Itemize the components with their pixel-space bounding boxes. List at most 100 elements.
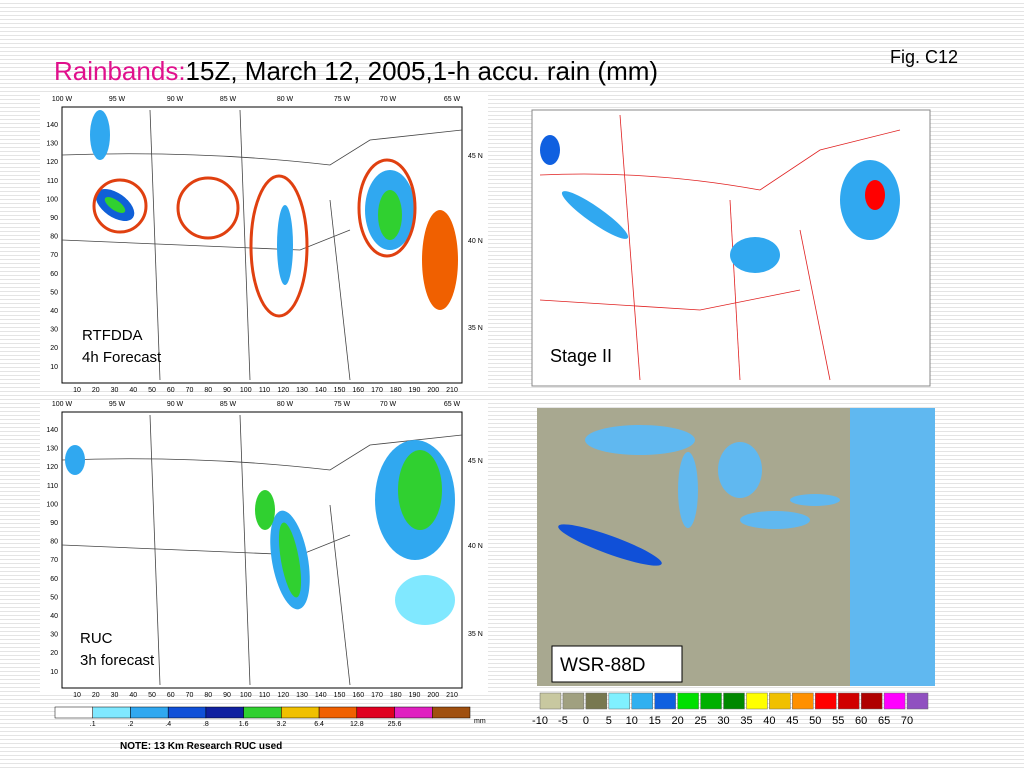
latitude-label: 35 N <box>468 631 483 638</box>
grid-x-label: 50 <box>148 692 156 699</box>
grid-y-label: 140 <box>46 427 58 434</box>
grid-x-label: 180 <box>390 387 402 394</box>
longitude-label: 90 W <box>167 96 184 103</box>
scale-swatch <box>860 692 883 710</box>
scale-swatch <box>243 706 282 719</box>
scale-label: .8 <box>203 721 209 728</box>
grid-x-label: 50 <box>148 387 156 394</box>
longitude-label: 80 W <box>277 401 294 408</box>
grid-x-label: 70 <box>186 692 194 699</box>
scale-label: 5 <box>606 715 612 727</box>
longitude-label: 65 W <box>444 96 461 103</box>
longitude-label: 95 W <box>109 401 126 408</box>
panel-label: Stage II <box>550 346 612 366</box>
grid-x-label: 100 <box>240 692 252 699</box>
grid-x-label: 100 <box>240 387 252 394</box>
scale-label: 55 <box>832 715 844 727</box>
scale-label: 30 <box>717 715 729 727</box>
figure-label: Fig. C12 <box>890 47 958 67</box>
panel-label: 4h Forecast <box>82 349 162 366</box>
rain-areas <box>65 440 455 625</box>
grid-y-label: 60 <box>50 576 58 583</box>
scale-swatch <box>815 692 837 710</box>
grid-y-label: 80 <box>50 539 58 546</box>
grid-x-label: 120 <box>277 692 289 699</box>
scale-swatch <box>167 706 207 719</box>
grid-x-label: 70 <box>186 387 194 394</box>
grid-y-label: 50 <box>50 594 58 601</box>
grid-y-label: 90 <box>50 520 58 527</box>
scale-label: .2 <box>128 721 134 728</box>
grid-x-label: 80 <box>204 387 212 394</box>
scale-label: .4 <box>165 721 171 728</box>
grid-y-label: 50 <box>50 289 58 296</box>
highlight-circles <box>92 158 417 318</box>
grid-x-label: 160 <box>352 387 364 394</box>
grid-y-label: 30 <box>50 632 58 639</box>
grid-y-label: 130 <box>46 141 58 148</box>
scale-label: 15 <box>649 715 661 727</box>
grid-y-label: 30 <box>50 327 58 334</box>
scale-swatch <box>356 706 395 719</box>
grid-x-label: 60 <box>167 692 175 699</box>
coast <box>780 408 850 686</box>
latitude-label: 40 N <box>468 238 483 245</box>
scale-label: 70 <box>901 715 913 727</box>
label-box <box>551 645 683 683</box>
panel-label: RUC <box>80 630 113 647</box>
scale-label: -5 <box>558 715 568 727</box>
scale-swatch <box>837 692 860 710</box>
grid-y-label: 70 <box>50 557 58 564</box>
scale-swatch <box>318 706 358 719</box>
grid-y-label: 130 <box>46 446 58 453</box>
longitude-label: 70 W <box>380 96 397 103</box>
rain-areas <box>90 110 458 310</box>
scale-unit: mm <box>474 718 486 725</box>
scale-label: 60 <box>855 715 867 727</box>
scale-swatch <box>608 692 631 710</box>
grid-y-label: 90 <box>50 215 58 222</box>
longitude-label: 85 W <box>220 96 237 103</box>
grid-x-label: 10 <box>73 692 81 699</box>
scale-swatch <box>92 706 131 719</box>
latitude-label: 45 N <box>468 153 483 160</box>
scale-swatch <box>585 692 608 710</box>
map-borders <box>61 109 463 381</box>
grid-x-label: 140 <box>315 387 327 394</box>
grid-x-label: 210 <box>446 692 458 699</box>
grid-y-label: 40 <box>50 613 58 620</box>
scale-label: -10 <box>532 715 548 727</box>
scale-label: 20 <box>672 715 684 727</box>
scale-label: 6.4 <box>314 721 324 728</box>
scale-swatch <box>205 706 244 719</box>
scale-label: 1.6 <box>239 721 249 728</box>
scale-swatch <box>906 692 929 710</box>
scale-label: 3.2 <box>276 721 286 728</box>
scale-swatch <box>631 692 653 710</box>
note: NOTE: 13 Km Research RUC used <box>120 741 282 752</box>
grid-x-label: 120 <box>277 387 289 394</box>
grid-y-label: 60 <box>50 271 58 278</box>
grid-x-label: 200 <box>427 692 439 699</box>
scale-label: .1 <box>90 721 96 728</box>
longitude-label: 75 W <box>334 96 351 103</box>
scale-swatch <box>723 692 745 710</box>
grid-x-label: 130 <box>296 692 308 699</box>
longitude-label: 90 W <box>167 401 184 408</box>
grid-y-label: 100 <box>46 501 58 508</box>
rain-band <box>558 524 662 566</box>
scale-label: 45 <box>786 715 798 727</box>
scale-swatch <box>54 706 93 719</box>
grid-x-label: 80 <box>204 692 212 699</box>
scale-label: 65 <box>878 715 890 727</box>
grid-x-label: 30 <box>111 692 119 699</box>
grid-x-label: 170 <box>371 692 383 699</box>
grid-y-label: 140 <box>46 122 58 129</box>
grid-x-label: 210 <box>446 387 458 394</box>
grid-y-label: 120 <box>46 159 58 166</box>
grid-x-label: 200 <box>427 387 439 394</box>
grid-y-label: 20 <box>50 650 58 657</box>
scale-swatch <box>562 692 585 710</box>
